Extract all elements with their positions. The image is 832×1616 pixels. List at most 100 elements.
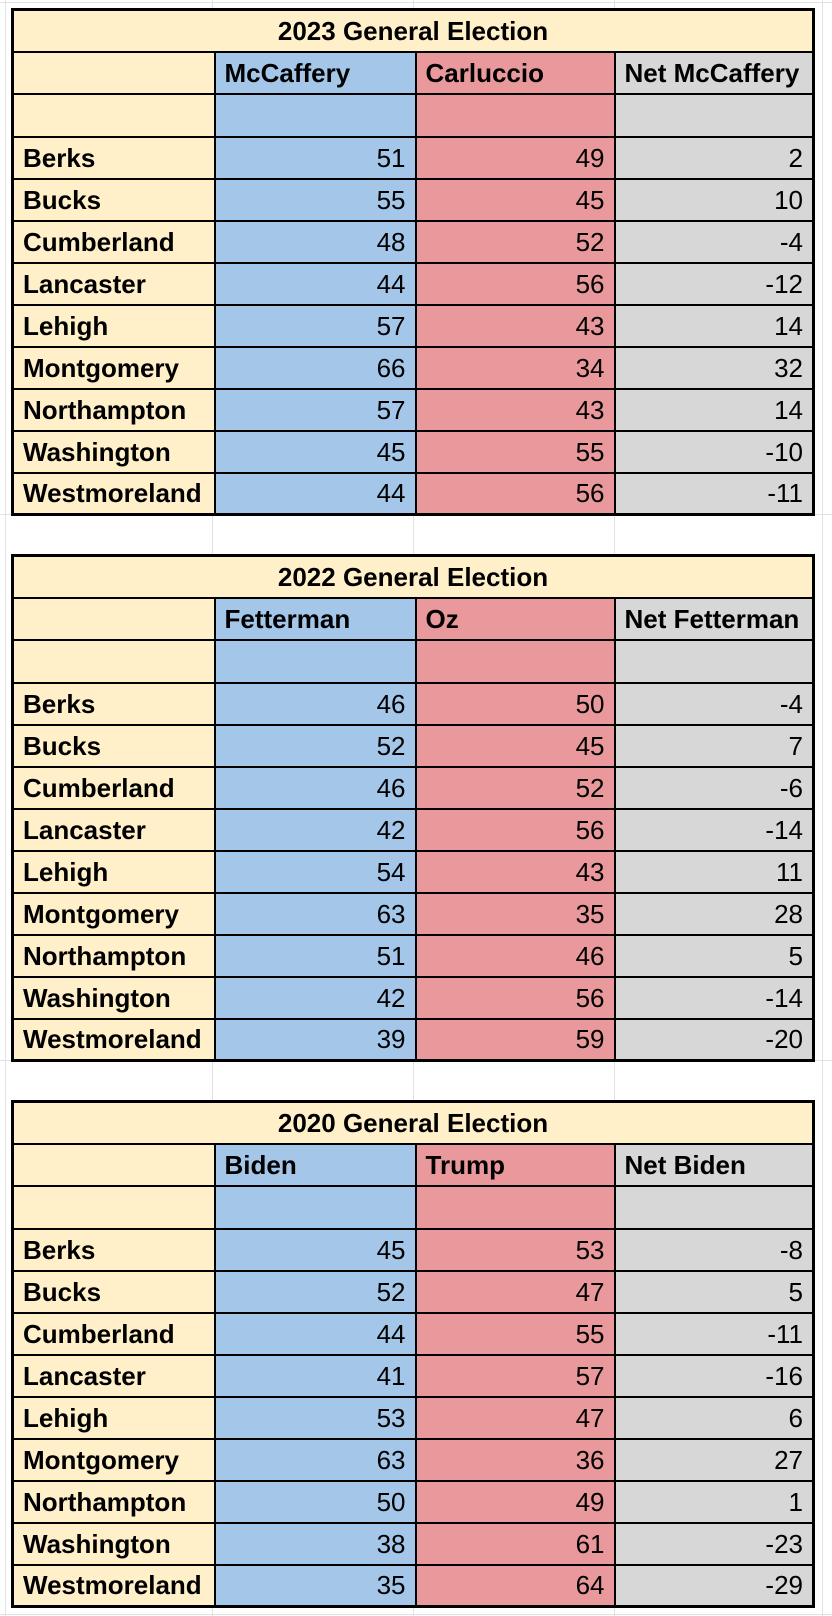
dem-value-cell[interactable]: 44 bbox=[213, 1311, 417, 1356]
county-cell[interactable]: Lehigh bbox=[11, 849, 216, 894]
county-cell[interactable]: Berks bbox=[11, 1227, 216, 1272]
dem-value-cell[interactable]: 41 bbox=[213, 1353, 417, 1398]
rep-value-cell[interactable]: 55 bbox=[414, 429, 616, 474]
county-cell[interactable]: Lehigh bbox=[11, 303, 216, 348]
dem-value-cell[interactable]: 63 bbox=[213, 891, 417, 936]
rep-value-cell[interactable]: 52 bbox=[414, 219, 616, 264]
county-cell[interactable]: Montgomery bbox=[11, 1437, 216, 1482]
empty-cell[interactable] bbox=[11, 638, 216, 684]
county-cell[interactable]: Bucks bbox=[11, 177, 216, 222]
net-value-cell[interactable]: -6 bbox=[613, 765, 815, 810]
dem-value-cell[interactable]: 52 bbox=[213, 723, 417, 768]
dem-value-cell[interactable]: 45 bbox=[213, 1227, 417, 1272]
rep-column-header[interactable]: Carluccio bbox=[414, 50, 616, 95]
rep-value-cell[interactable]: 46 bbox=[414, 933, 616, 978]
rep-value-cell[interactable]: 50 bbox=[414, 681, 616, 726]
net-value-cell[interactable]: -29 bbox=[613, 1563, 815, 1608]
dem-value-cell[interactable]: 55 bbox=[213, 177, 417, 222]
rep-value-cell[interactable]: 57 bbox=[414, 1353, 616, 1398]
county-cell[interactable]: Bucks bbox=[11, 1269, 216, 1314]
rep-value-cell[interactable]: 64 bbox=[414, 1563, 616, 1608]
net-column-header[interactable]: Net Fetterman bbox=[613, 596, 815, 641]
net-value-cell[interactable]: 27 bbox=[613, 1437, 815, 1482]
empty-cell[interactable] bbox=[613, 92, 815, 138]
net-value-cell[interactable]: 5 bbox=[613, 1269, 815, 1314]
county-cell[interactable]: Northampton bbox=[11, 933, 216, 978]
dem-value-cell[interactable]: 63 bbox=[213, 1437, 417, 1482]
net-value-cell[interactable]: 2 bbox=[613, 135, 815, 180]
county-cell[interactable]: Northampton bbox=[11, 1479, 216, 1524]
dem-value-cell[interactable]: 35 bbox=[213, 1563, 417, 1608]
empty-cell[interactable] bbox=[414, 638, 616, 684]
rep-value-cell[interactable]: 52 bbox=[414, 765, 616, 810]
empty-cell[interactable] bbox=[414, 92, 616, 138]
table-title[interactable]: 2020 General Election bbox=[11, 1100, 815, 1145]
dem-value-cell[interactable]: 44 bbox=[213, 471, 417, 516]
rep-value-cell[interactable]: 47 bbox=[414, 1395, 616, 1440]
net-value-cell[interactable]: 6 bbox=[613, 1395, 815, 1440]
county-cell[interactable]: Westmoreland bbox=[11, 1017, 216, 1062]
county-header-cell[interactable] bbox=[11, 50, 216, 95]
rep-value-cell[interactable]: 56 bbox=[414, 261, 616, 306]
empty-cell[interactable] bbox=[613, 638, 815, 684]
dem-value-cell[interactable]: 39 bbox=[213, 1017, 417, 1062]
net-value-cell[interactable]: 28 bbox=[613, 891, 815, 936]
empty-cell[interactable] bbox=[414, 1184, 616, 1230]
rep-value-cell[interactable]: 45 bbox=[414, 723, 616, 768]
empty-cell[interactable] bbox=[213, 638, 417, 684]
county-header-cell[interactable] bbox=[11, 1142, 216, 1187]
rep-value-cell[interactable]: 49 bbox=[414, 1479, 616, 1524]
net-value-cell[interactable]: -11 bbox=[613, 1311, 815, 1356]
county-cell[interactable]: Washington bbox=[11, 429, 216, 474]
rep-value-cell[interactable]: 56 bbox=[414, 975, 616, 1020]
county-cell[interactable]: Lancaster bbox=[11, 1353, 216, 1398]
net-value-cell[interactable]: -16 bbox=[613, 1353, 815, 1398]
dem-value-cell[interactable]: 51 bbox=[213, 933, 417, 978]
rep-value-cell[interactable]: 59 bbox=[414, 1017, 616, 1062]
dem-value-cell[interactable]: 42 bbox=[213, 975, 417, 1020]
county-cell[interactable]: Berks bbox=[11, 135, 216, 180]
rep-value-cell[interactable]: 56 bbox=[414, 471, 616, 516]
dem-value-cell[interactable]: 46 bbox=[213, 681, 417, 726]
dem-value-cell[interactable]: 51 bbox=[213, 135, 417, 180]
net-value-cell[interactable]: 11 bbox=[613, 849, 815, 894]
dem-value-cell[interactable]: 66 bbox=[213, 345, 417, 390]
rep-value-cell[interactable]: 61 bbox=[414, 1521, 616, 1566]
county-cell[interactable]: Washington bbox=[11, 975, 216, 1020]
rep-value-cell[interactable]: 53 bbox=[414, 1227, 616, 1272]
county-header-cell[interactable] bbox=[11, 596, 216, 641]
net-value-cell[interactable]: -23 bbox=[613, 1521, 815, 1566]
net-value-cell[interactable]: 10 bbox=[613, 177, 815, 222]
county-cell[interactable]: Bucks bbox=[11, 723, 216, 768]
county-cell[interactable]: Lehigh bbox=[11, 1395, 216, 1440]
dem-value-cell[interactable]: 38 bbox=[213, 1521, 417, 1566]
table-title[interactable]: 2023 General Election bbox=[11, 8, 815, 53]
dem-value-cell[interactable]: 42 bbox=[213, 807, 417, 852]
dem-value-cell[interactable]: 52 bbox=[213, 1269, 417, 1314]
dem-value-cell[interactable]: 50 bbox=[213, 1479, 417, 1524]
net-value-cell[interactable]: 32 bbox=[613, 345, 815, 390]
net-value-cell[interactable]: 5 bbox=[613, 933, 815, 978]
dem-value-cell[interactable]: 44 bbox=[213, 261, 417, 306]
empty-cell[interactable] bbox=[213, 1184, 417, 1230]
dem-value-cell[interactable]: 57 bbox=[213, 303, 417, 348]
net-value-cell[interactable]: -14 bbox=[613, 975, 815, 1020]
rep-value-cell[interactable]: 55 bbox=[414, 1311, 616, 1356]
net-value-cell[interactable]: 1 bbox=[613, 1479, 815, 1524]
rep-value-cell[interactable]: 56 bbox=[414, 807, 616, 852]
net-value-cell[interactable]: -14 bbox=[613, 807, 815, 852]
rep-value-cell[interactable]: 43 bbox=[414, 303, 616, 348]
net-value-cell[interactable]: -10 bbox=[613, 429, 815, 474]
net-value-cell[interactable]: -20 bbox=[613, 1017, 815, 1062]
dem-column-header[interactable]: Biden bbox=[213, 1142, 417, 1187]
rep-value-cell[interactable]: 34 bbox=[414, 345, 616, 390]
rep-value-cell[interactable]: 45 bbox=[414, 177, 616, 222]
rep-value-cell[interactable]: 43 bbox=[414, 387, 616, 432]
net-value-cell[interactable]: 7 bbox=[613, 723, 815, 768]
net-value-cell[interactable]: -4 bbox=[613, 681, 815, 726]
county-cell[interactable]: Montgomery bbox=[11, 345, 216, 390]
county-cell[interactable]: Cumberland bbox=[11, 1311, 216, 1356]
dem-value-cell[interactable]: 46 bbox=[213, 765, 417, 810]
dem-value-cell[interactable]: 54 bbox=[213, 849, 417, 894]
net-value-cell[interactable]: 14 bbox=[613, 303, 815, 348]
